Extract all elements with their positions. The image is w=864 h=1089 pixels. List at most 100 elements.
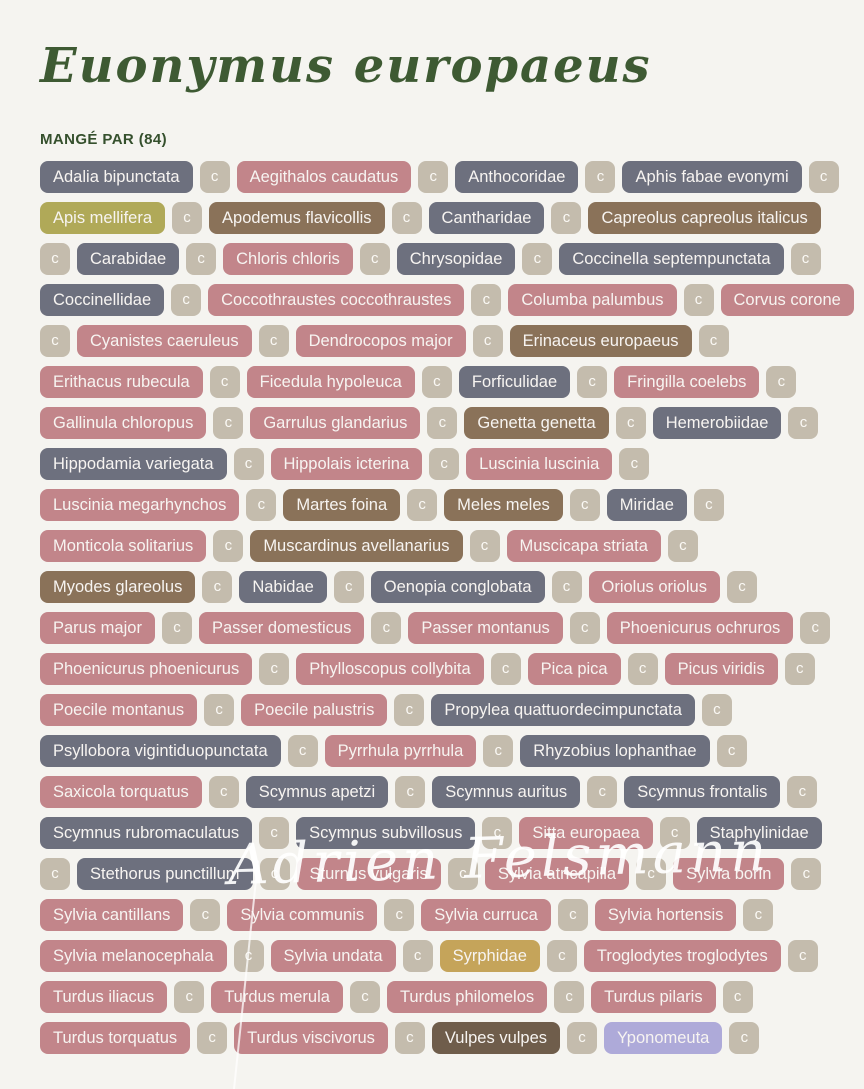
- citation-button[interactable]: c: [233, 939, 264, 972]
- citation-button[interactable]: c: [40, 324, 70, 357]
- citation-button[interactable]: c: [402, 939, 433, 972]
- species-chip[interactable]: Sylvia cantillans: [40, 898, 184, 931]
- citation-button[interactable]: c: [208, 775, 239, 808]
- species-chip[interactable]: Pica pica: [527, 652, 621, 685]
- citation-button[interactable]: c: [636, 857, 667, 890]
- citation-button[interactable]: c: [683, 283, 714, 316]
- species-chip[interactable]: Cyanistes caeruleus: [77, 324, 252, 357]
- citation-button[interactable]: c: [490, 652, 521, 685]
- species-chip[interactable]: Passer domesticus: [198, 611, 365, 644]
- species-chip[interactable]: Garrulus glandarius: [250, 406, 421, 439]
- citation-button[interactable]: c: [40, 857, 70, 890]
- citation-button[interactable]: c: [667, 529, 698, 562]
- species-chip[interactable]: Ficedula hypoleuca: [246, 365, 415, 398]
- citation-button[interactable]: c: [522, 242, 553, 275]
- citation-button[interactable]: c: [585, 160, 616, 193]
- citation-button[interactable]: c: [213, 406, 244, 439]
- citation-button[interactable]: c: [788, 406, 819, 439]
- species-chip[interactable]: Nabidae: [239, 570, 327, 603]
- species-chip[interactable]: Sylvia undata: [270, 939, 396, 972]
- citation-button[interactable]: c: [551, 570, 582, 603]
- species-chip[interactable]: Carabidae: [77, 242, 180, 275]
- species-chip[interactable]: Vulpes vulpes: [431, 1021, 561, 1054]
- citation-button[interactable]: c: [349, 980, 380, 1013]
- species-chip[interactable]: Hemerobiidae: [652, 406, 782, 439]
- species-chip[interactable]: Aegithalos caudatus: [236, 160, 412, 193]
- species-chip[interactable]: Poecile montanus: [40, 693, 198, 726]
- species-chip[interactable]: Coccothraustes coccothraustes: [208, 283, 465, 316]
- species-chip[interactable]: Turdus pilaris: [591, 980, 716, 1013]
- citation-button[interactable]: c: [698, 324, 729, 357]
- citation-button[interactable]: c: [551, 201, 582, 234]
- citation-button[interactable]: c: [569, 488, 600, 521]
- citation-button[interactable]: c: [384, 898, 415, 931]
- citation-button[interactable]: c: [546, 939, 577, 972]
- citation-button[interactable]: c: [287, 734, 318, 767]
- species-chip[interactable]: Sylvia hortensis: [594, 898, 737, 931]
- citation-button[interactable]: c: [693, 488, 724, 521]
- citation-button[interactable]: c: [186, 242, 217, 275]
- citation-button[interactable]: c: [469, 529, 500, 562]
- species-chip[interactable]: Muscardinus avellanarius: [250, 529, 463, 562]
- species-chip[interactable]: Pyrrhula pyrrhula: [324, 734, 477, 767]
- species-chip[interactable]: Turdus viscivorus: [234, 1021, 388, 1054]
- citation-button[interactable]: c: [482, 816, 513, 849]
- species-chip[interactable]: Propylea quattuordecimpunctata: [431, 693, 695, 726]
- citation-button[interactable]: c: [171, 283, 202, 316]
- species-chip[interactable]: Saxicola torquatus: [40, 775, 202, 808]
- species-chip[interactable]: Meles meles: [444, 488, 563, 521]
- citation-button[interactable]: c: [429, 447, 460, 480]
- species-chip[interactable]: Apodemus flavicollis: [209, 201, 385, 234]
- citation-button[interactable]: c: [204, 693, 235, 726]
- citation-button[interactable]: c: [258, 324, 289, 357]
- citation-button[interactable]: c: [259, 652, 290, 685]
- citation-button[interactable]: c: [447, 857, 478, 890]
- species-chip[interactable]: Cantharidae: [428, 201, 545, 234]
- citation-button[interactable]: c: [743, 898, 774, 931]
- citation-button[interactable]: c: [371, 611, 402, 644]
- citation-button[interactable]: c: [787, 939, 818, 972]
- species-chip[interactable]: Luscinia luscinia: [466, 447, 613, 480]
- species-chip[interactable]: Oriolus oriolus: [588, 570, 720, 603]
- citation-button[interactable]: c: [587, 775, 618, 808]
- citation-button[interactable]: c: [209, 365, 240, 398]
- species-chip[interactable]: Dendrocopos major: [295, 324, 466, 357]
- citation-button[interactable]: c: [790, 242, 821, 275]
- citation-button[interactable]: c: [791, 857, 822, 890]
- species-chip[interactable]: Parus major: [40, 611, 155, 644]
- species-chip[interactable]: Capreolus capreolus italicus: [588, 201, 821, 234]
- species-chip[interactable]: Scymnus subvillosus: [296, 816, 476, 849]
- citation-button[interactable]: c: [394, 693, 425, 726]
- citation-button[interactable]: c: [40, 242, 70, 275]
- citation-button[interactable]: c: [557, 898, 588, 931]
- species-chip[interactable]: Adalia bipunctata: [40, 160, 193, 193]
- citation-button[interactable]: c: [427, 406, 458, 439]
- citation-button[interactable]: c: [615, 406, 646, 439]
- species-chip[interactable]: Sitta europaea: [519, 816, 653, 849]
- citation-button[interactable]: c: [659, 816, 690, 849]
- species-chip[interactable]: Troglodytes troglodytes: [583, 939, 781, 972]
- citation-button[interactable]: c: [722, 980, 753, 1013]
- species-chip[interactable]: Sylvia atricapilla: [484, 857, 630, 890]
- citation-button[interactable]: c: [391, 201, 422, 234]
- citation-button[interactable]: c: [197, 1021, 228, 1054]
- species-chip[interactable]: Fringilla coelebs: [614, 365, 760, 398]
- citation-button[interactable]: c: [577, 365, 608, 398]
- citation-button[interactable]: c: [627, 652, 658, 685]
- species-chip[interactable]: Phoenicurus ochruros: [606, 611, 794, 644]
- species-chip[interactable]: Poecile palustris: [241, 693, 388, 726]
- citation-button[interactable]: c: [729, 1021, 760, 1054]
- species-chip[interactable]: Scymnus auritus: [432, 775, 581, 808]
- citation-button[interactable]: c: [800, 611, 831, 644]
- citation-button[interactable]: c: [259, 857, 290, 890]
- species-chip[interactable]: Columba palumbus: [508, 283, 677, 316]
- citation-button[interactable]: c: [174, 980, 205, 1013]
- species-chip[interactable]: Coccinella septempunctata: [559, 242, 784, 275]
- species-chip[interactable]: Scymnus rubromaculatus: [40, 816, 253, 849]
- citation-button[interactable]: c: [161, 611, 192, 644]
- citation-button[interactable]: c: [726, 570, 757, 603]
- species-chip[interactable]: Syrphidae: [439, 939, 540, 972]
- species-chip[interactable]: Aphis fabae evonymi: [622, 160, 802, 193]
- citation-button[interactable]: c: [202, 570, 233, 603]
- species-chip[interactable]: Gallinula chloropus: [40, 406, 207, 439]
